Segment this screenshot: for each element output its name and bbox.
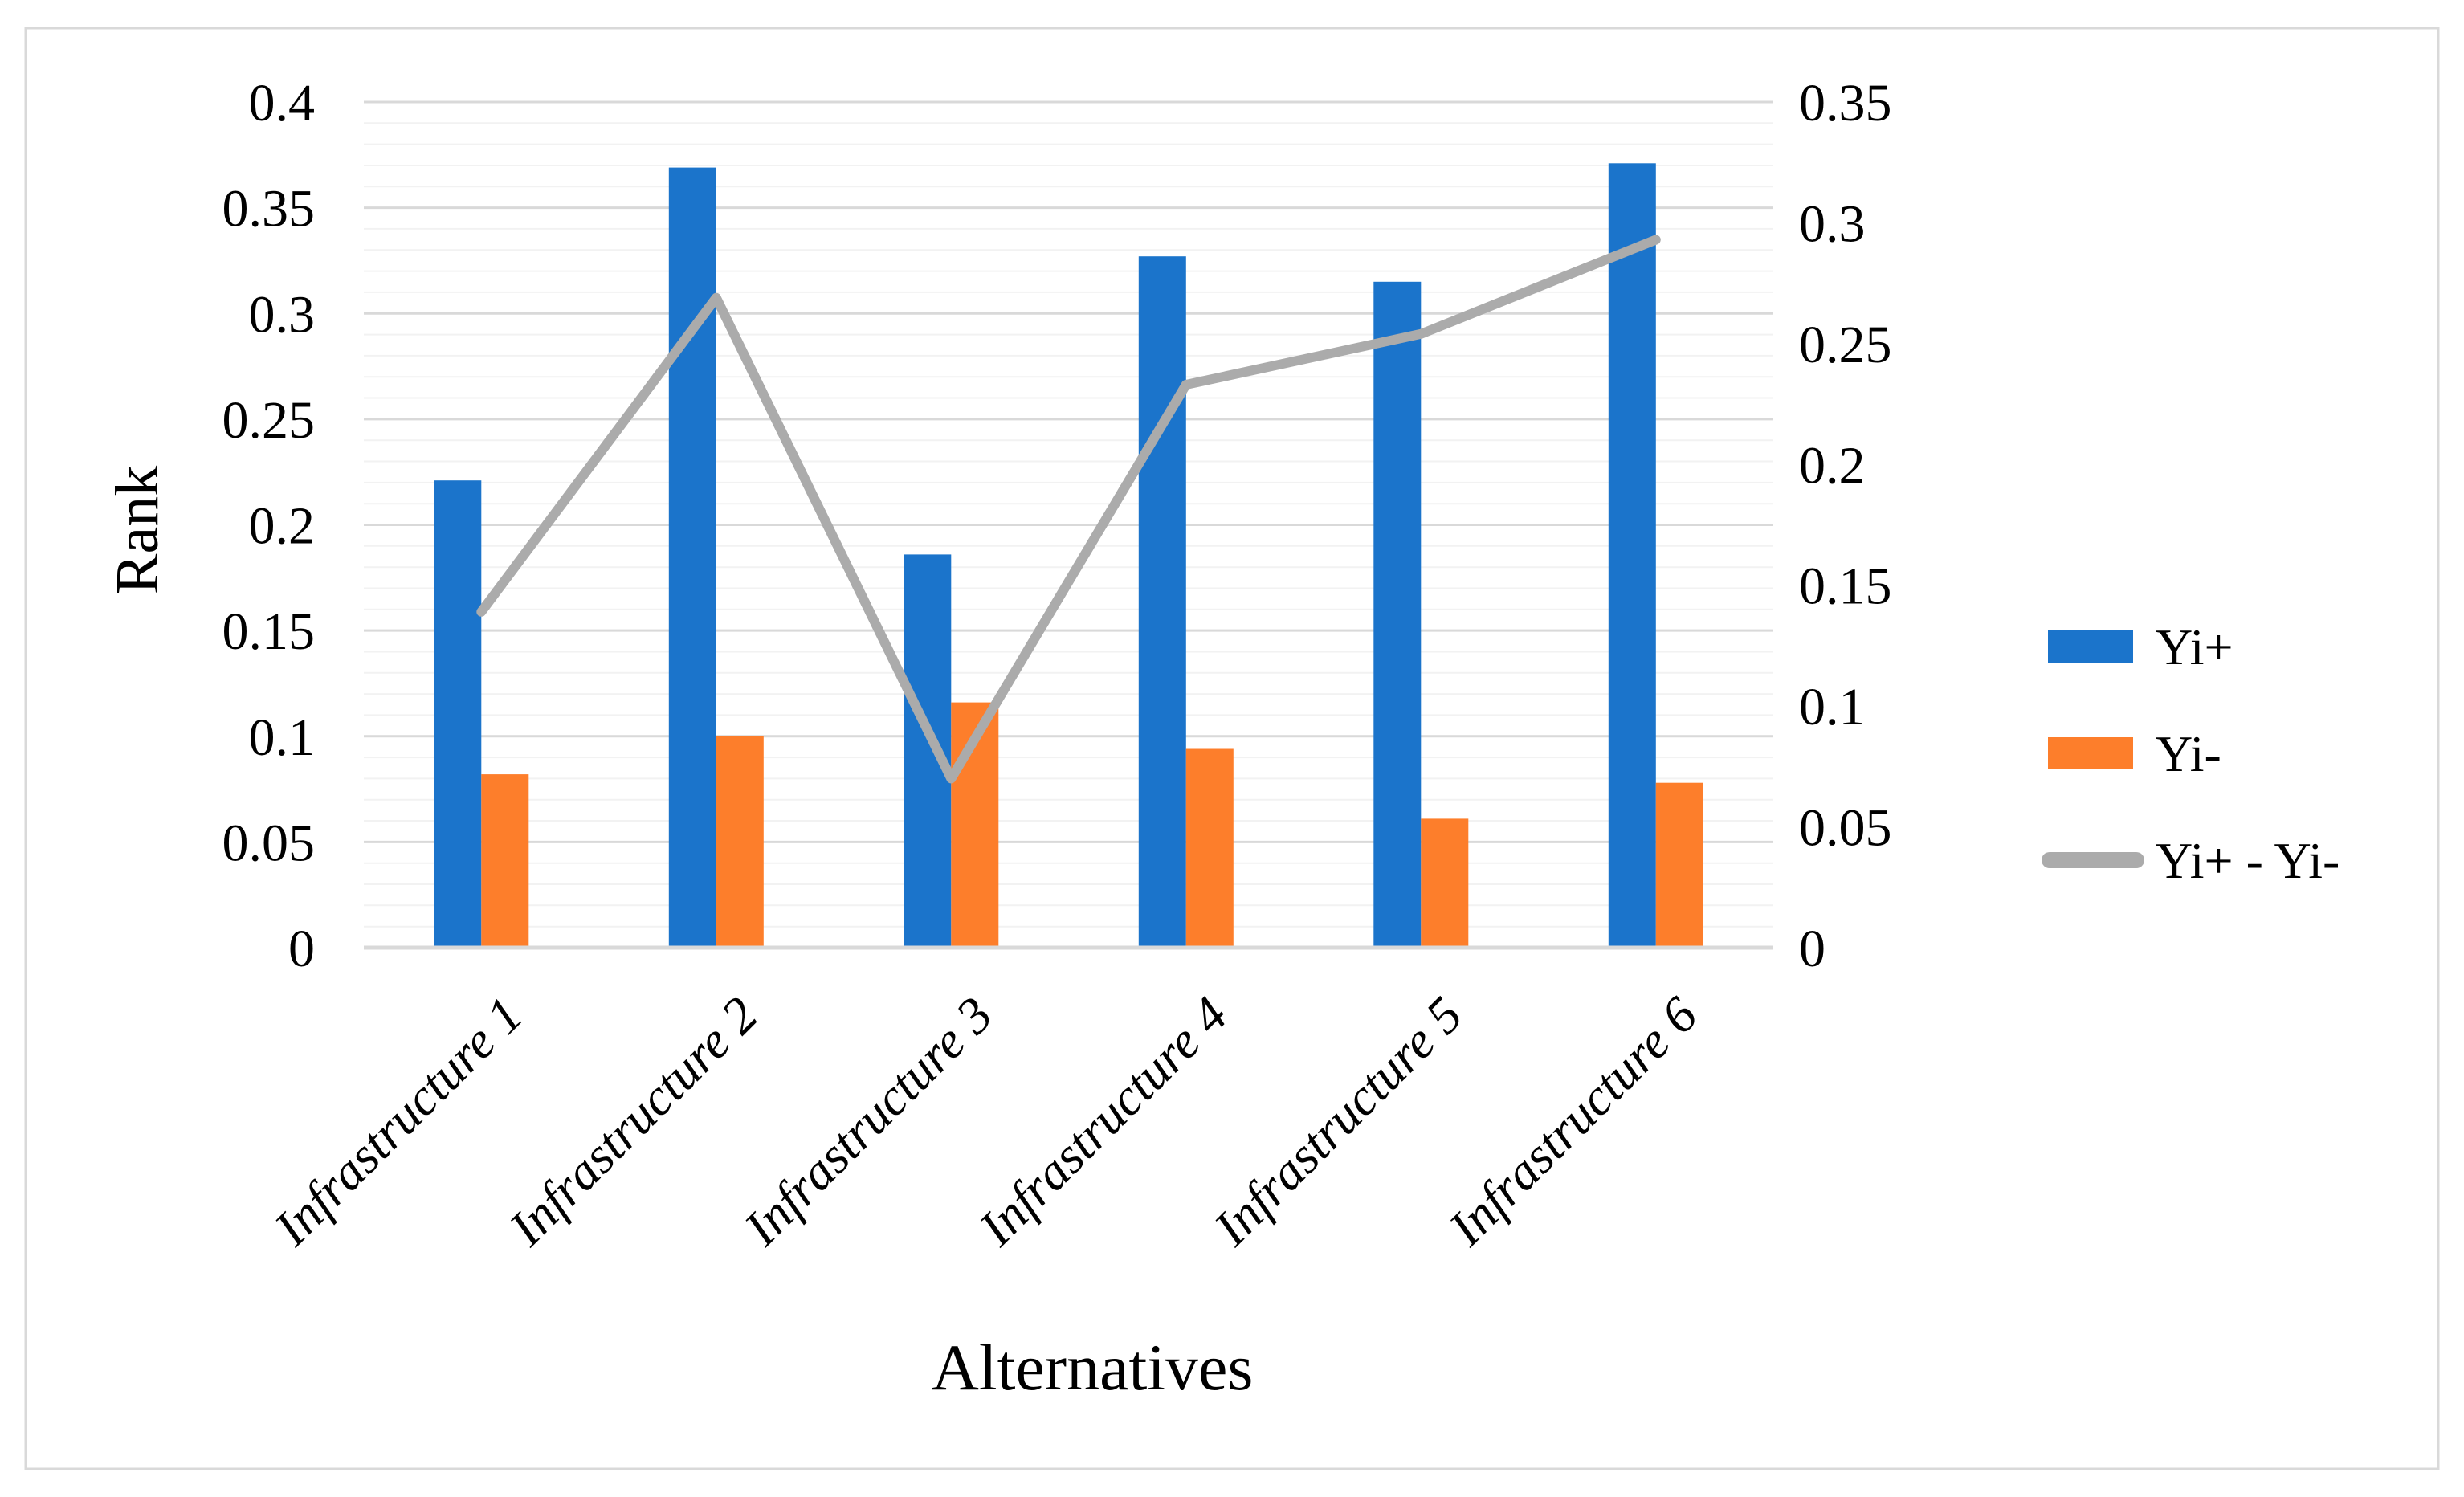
legend-label-yiyi: Yi+ - Yi-	[2156, 832, 2340, 889]
left-axis-title: Rank	[104, 466, 171, 594]
left-tick-label: 0.15	[222, 602, 316, 661]
left-tick-label: 0.2	[249, 497, 316, 556]
category-label-4: Infrastructure 4	[968, 986, 1238, 1257]
bar-yi-infrastructure-4	[1185, 748, 1234, 948]
line-series	[476, 235, 1661, 784]
bar-yi-infrastructure-3	[904, 554, 952, 948]
left-tick-label: 0	[288, 920, 315, 978]
bar-yi-infrastructure-1	[481, 774, 529, 948]
right-tick-label: 0.35	[1799, 74, 1892, 133]
left-tick-label: 0.1	[249, 708, 316, 767]
left-axis-tick-labels: 0 0.05 0.1 0.15 0.2 0.25 0.3 0.35 0.4	[222, 74, 316, 978]
right-axis-tick-labels: 0 0.05 0.1 0.15 0.2 0.25 0.3 0.35	[1799, 74, 1892, 978]
major-gridlines	[364, 100, 1773, 843]
bar-yi-infrastructure-4	[1138, 256, 1186, 948]
legend-label-yi: Yi-	[2156, 725, 2221, 782]
x-axis-title: Alternatives	[932, 1331, 1254, 1404]
category-label-3: Infrastructure 3	[732, 986, 1003, 1257]
bar-yi-infrastructure-1	[434, 480, 482, 948]
bar-yi-infrastructure-5	[1421, 818, 1469, 948]
minor-gridlines	[364, 122, 1773, 928]
legend-swatch-yi	[2048, 630, 2133, 663]
left-tick-label: 0.25	[222, 391, 316, 450]
chart-border	[24, 27, 2440, 1470]
left-tick-label: 0.35	[222, 180, 316, 239]
legend: Yi+ Yi- Yi+ - Yi-	[2042, 618, 2340, 889]
bar-yi-infrastructure-5	[1373, 281, 1422, 948]
left-tick-label: 0.4	[249, 74, 316, 133]
category-label-6: Infrastructure 6	[1438, 986, 1708, 1257]
bar-yi-infrastructure-2	[716, 736, 764, 948]
category-label-5: Infrastructure 5	[1202, 986, 1473, 1257]
right-tick-label: 0.2	[1799, 436, 1866, 495]
bar-series	[434, 163, 1703, 948]
left-tick-label: 0.05	[222, 814, 316, 872]
right-tick-label: 0.25	[1799, 316, 1892, 374]
bar-yi-infrastructure-2	[668, 167, 716, 948]
category-label-1: Infrastructure 1	[263, 986, 533, 1257]
bar-yi-infrastructure-6	[1608, 163, 1656, 948]
legend-label-yi: Yi+	[2156, 618, 2234, 675]
line-yiyi	[476, 235, 1661, 784]
category-label-2: Infrastructure 2	[498, 986, 769, 1257]
right-tick-label: 0.3	[1799, 194, 1866, 253]
right-tick-label: 0	[1799, 920, 1826, 978]
legend-swatch-yi	[2048, 737, 2133, 769]
right-tick-label: 0.1	[1799, 678, 1866, 736]
right-tick-label: 0.05	[1799, 799, 1892, 858]
bar-yi-infrastructure-6	[1655, 782, 1703, 948]
right-tick-label: 0.15	[1799, 557, 1892, 616]
left-tick-label: 0.3	[249, 285, 316, 344]
